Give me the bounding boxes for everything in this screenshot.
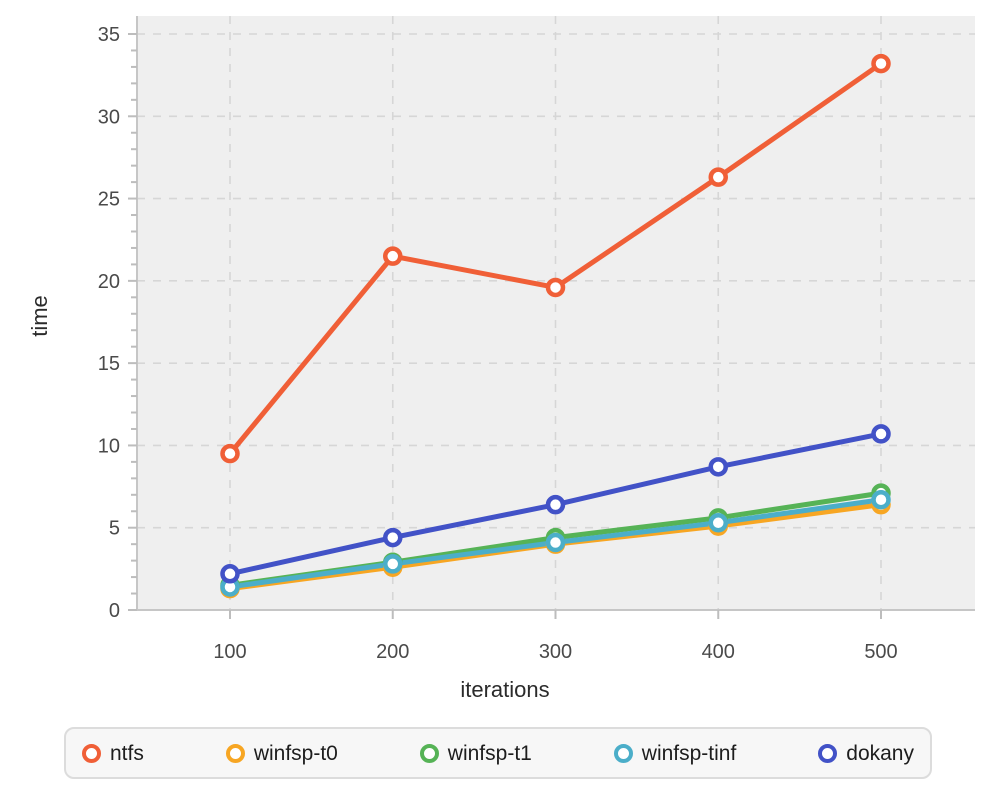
y-tick-label: 20 (98, 271, 120, 293)
marker-dokany (220, 564, 240, 584)
legend-item-ntfs: ntfs (82, 743, 144, 764)
plot-background (137, 16, 975, 610)
legend-item-winfsp-t1: winfsp-t1 (419, 741, 532, 765)
legend-label: winfsp-t1 (447, 741, 532, 765)
x-tick-label: 200 (376, 641, 409, 663)
x-tick-label: 500 (864, 641, 897, 663)
marker-dokany (708, 457, 728, 477)
chart-legend: ntfs winfsp-t0 winfsp-t1 winfsp-tinf dokany (64, 727, 932, 779)
y-tick-label: 15 (98, 353, 120, 375)
marker-winfsp-tinf (871, 489, 891, 510)
x-axis-title: iterations (460, 677, 550, 702)
y-axis-title: time (27, 295, 52, 337)
marker-dokany (871, 424, 891, 444)
marker-ntfs (383, 246, 403, 266)
x-tick-label: 100 (213, 641, 246, 663)
marker-ntfs (708, 167, 728, 187)
legend-label: ntfs (110, 741, 144, 765)
legend-label: winfsp-tinf (641, 741, 737, 765)
legend-marker-icon (818, 743, 838, 763)
marker-ntfs (871, 53, 891, 74)
marker-dokany (383, 527, 403, 548)
marker-ntfs (220, 443, 240, 464)
legend-label: dokany (846, 741, 914, 765)
legend-item-winfsp-tinf: winfsp-tinf (613, 741, 737, 765)
y-tick-label: 0 (109, 600, 120, 622)
y-tick-label: 10 (98, 435, 120, 457)
marker-dokany (545, 494, 566, 515)
legend-marker-icon (82, 743, 101, 763)
legend-marker-icon (225, 743, 245, 763)
x-tick-label: 400 (702, 641, 735, 663)
marker-winfsp-tinf (383, 554, 403, 574)
y-tick-label: 30 (98, 106, 120, 128)
chart-plot-area: 0 5 10 15 20 25 30 35 100 200 300 400 500 (98, 16, 975, 663)
legend-label: winfsp-t0 (253, 741, 338, 765)
legend-item-dokany: dokany (818, 743, 914, 764)
marker-ntfs (545, 277, 566, 298)
y-tick-label: 5 (109, 518, 120, 540)
marker-winfsp-tinf (708, 513, 728, 533)
legend-marker-icon (613, 743, 633, 763)
legend-item-winfsp-t0: winfsp-t0 (225, 741, 338, 765)
y-tick-label: 35 (98, 24, 120, 46)
marker-winfsp-tinf (545, 532, 566, 553)
legend-marker-icon (419, 743, 439, 763)
y-tick-label: 25 (98, 189, 120, 211)
x-tick-label: 300 (539, 641, 572, 663)
